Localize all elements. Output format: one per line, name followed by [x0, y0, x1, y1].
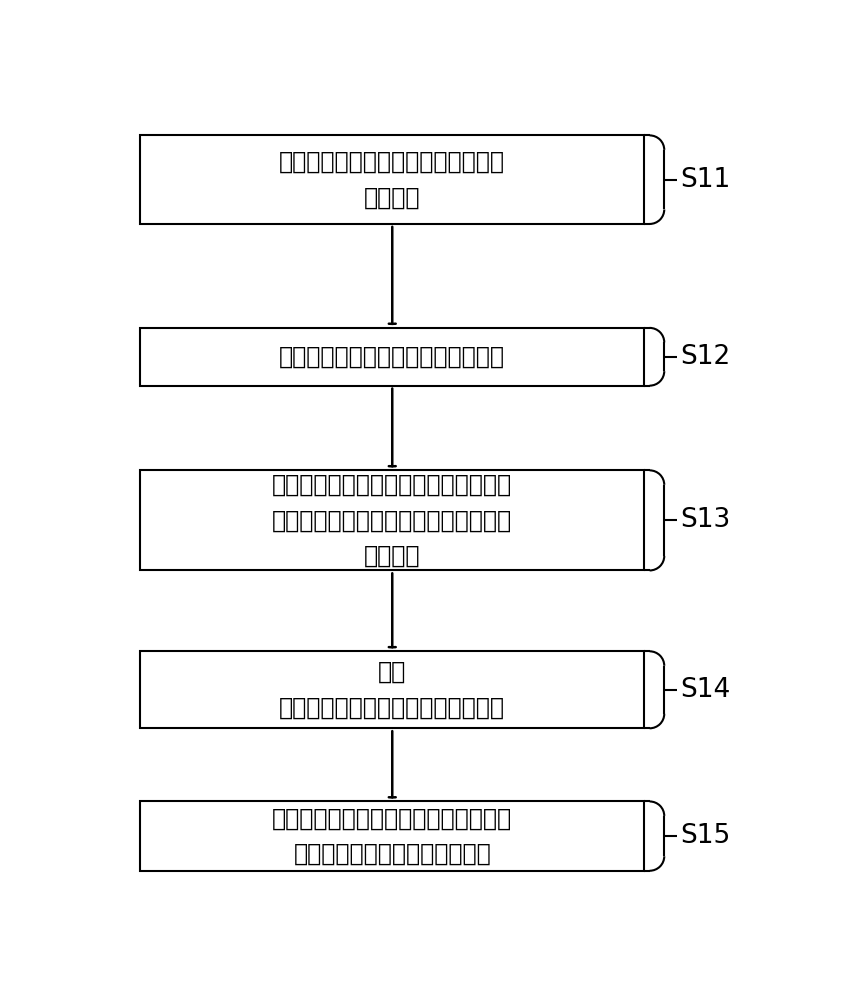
Text: 计算
液压泵所需排量和液压马达所需排量: 计算 液压泵所需排量和液压马达所需排量: [279, 660, 505, 720]
Bar: [140, 651, 645, 728]
Bar: [140, 470, 645, 570]
Text: 获取马达转速和液压马达压力，计算
负载功率: 获取马达转速和液压马达压力，计算 负载功率: [279, 150, 505, 209]
Text: S14: S14: [681, 677, 730, 703]
Text: S12: S12: [681, 344, 730, 370]
Bar: [140, 801, 645, 871]
Text: S15: S15: [681, 823, 730, 849]
Text: S11: S11: [681, 167, 730, 193]
Bar: [140, 328, 645, 386]
Bar: [140, 135, 645, 224]
Text: S13: S13: [681, 507, 730, 533]
Text: 发动机转速控制机构控制发动机的转速
；设备运行速度输入机构输入所需设备
运行速度: 发动机转速控制机构控制发动机的转速 ；设备运行速度输入机构输入所需设备 运行速度: [272, 473, 513, 568]
Text: 根据液压泵所需排量和液压马达所需排
量控制液压泵和液压马达的排量: 根据液压泵所需排量和液压马达所需排 量控制液压泵和液压马达的排量: [272, 806, 513, 866]
Text: 根据负载功率计算发动机的最低转速: 根据负载功率计算发动机的最低转速: [279, 345, 505, 369]
